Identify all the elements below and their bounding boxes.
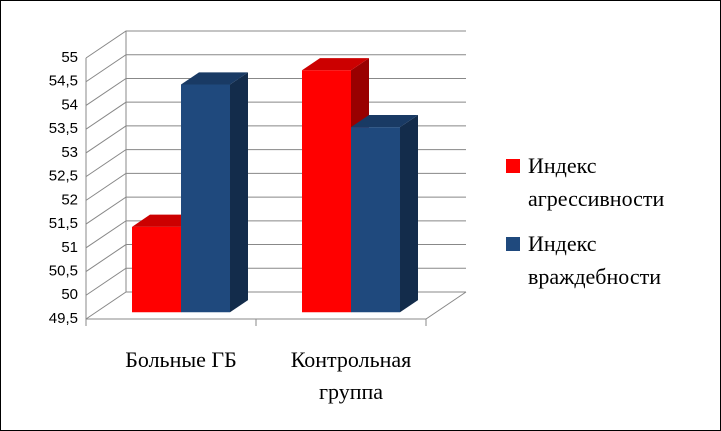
y-tick-label: 55 [61, 49, 78, 66]
grid-line [85, 30, 466, 59]
y-tick-label: 52,5 [49, 168, 78, 185]
bar-face [400, 115, 418, 313]
bar-face [181, 84, 230, 313]
legend-label: Индекс агрессивности [528, 153, 665, 211]
bar-face [302, 70, 351, 313]
x-tick-label: Контрольная группа [290, 347, 412, 404]
grid-line [85, 54, 466, 83]
y-tick-label: 50 [61, 286, 78, 303]
bar-face [181, 72, 248, 85]
legend-swatch [506, 237, 520, 251]
y-tick-label: 53 [61, 144, 78, 161]
y-tick-label: 51 [61, 239, 78, 256]
y-tick-label: 50,5 [49, 263, 78, 280]
y-tick-label: 54,5 [49, 73, 78, 90]
bar-face [351, 127, 400, 313]
bar [351, 115, 418, 313]
y-tick-label: 53,5 [49, 120, 78, 137]
y-tick-label: 52 [61, 191, 78, 208]
bar-face [230, 72, 248, 313]
bar-face [132, 226, 181, 313]
y-tick-label: 51,5 [49, 215, 78, 232]
bar-face [302, 58, 369, 71]
y-tick-label: 49,5 [49, 310, 78, 327]
legend-entry: Индекс враждебности [506, 227, 718, 293]
grid-line [85, 77, 466, 106]
bar [181, 72, 248, 313]
legend-label: Индекс враждебности [528, 231, 661, 289]
bar-face [351, 115, 418, 128]
x-tick-label: Больные ГБ [125, 347, 237, 372]
y-tick-label: 54 [61, 96, 78, 113]
legend-entry: Индекс агрессивности [506, 149, 718, 215]
legend-swatch [506, 159, 520, 173]
